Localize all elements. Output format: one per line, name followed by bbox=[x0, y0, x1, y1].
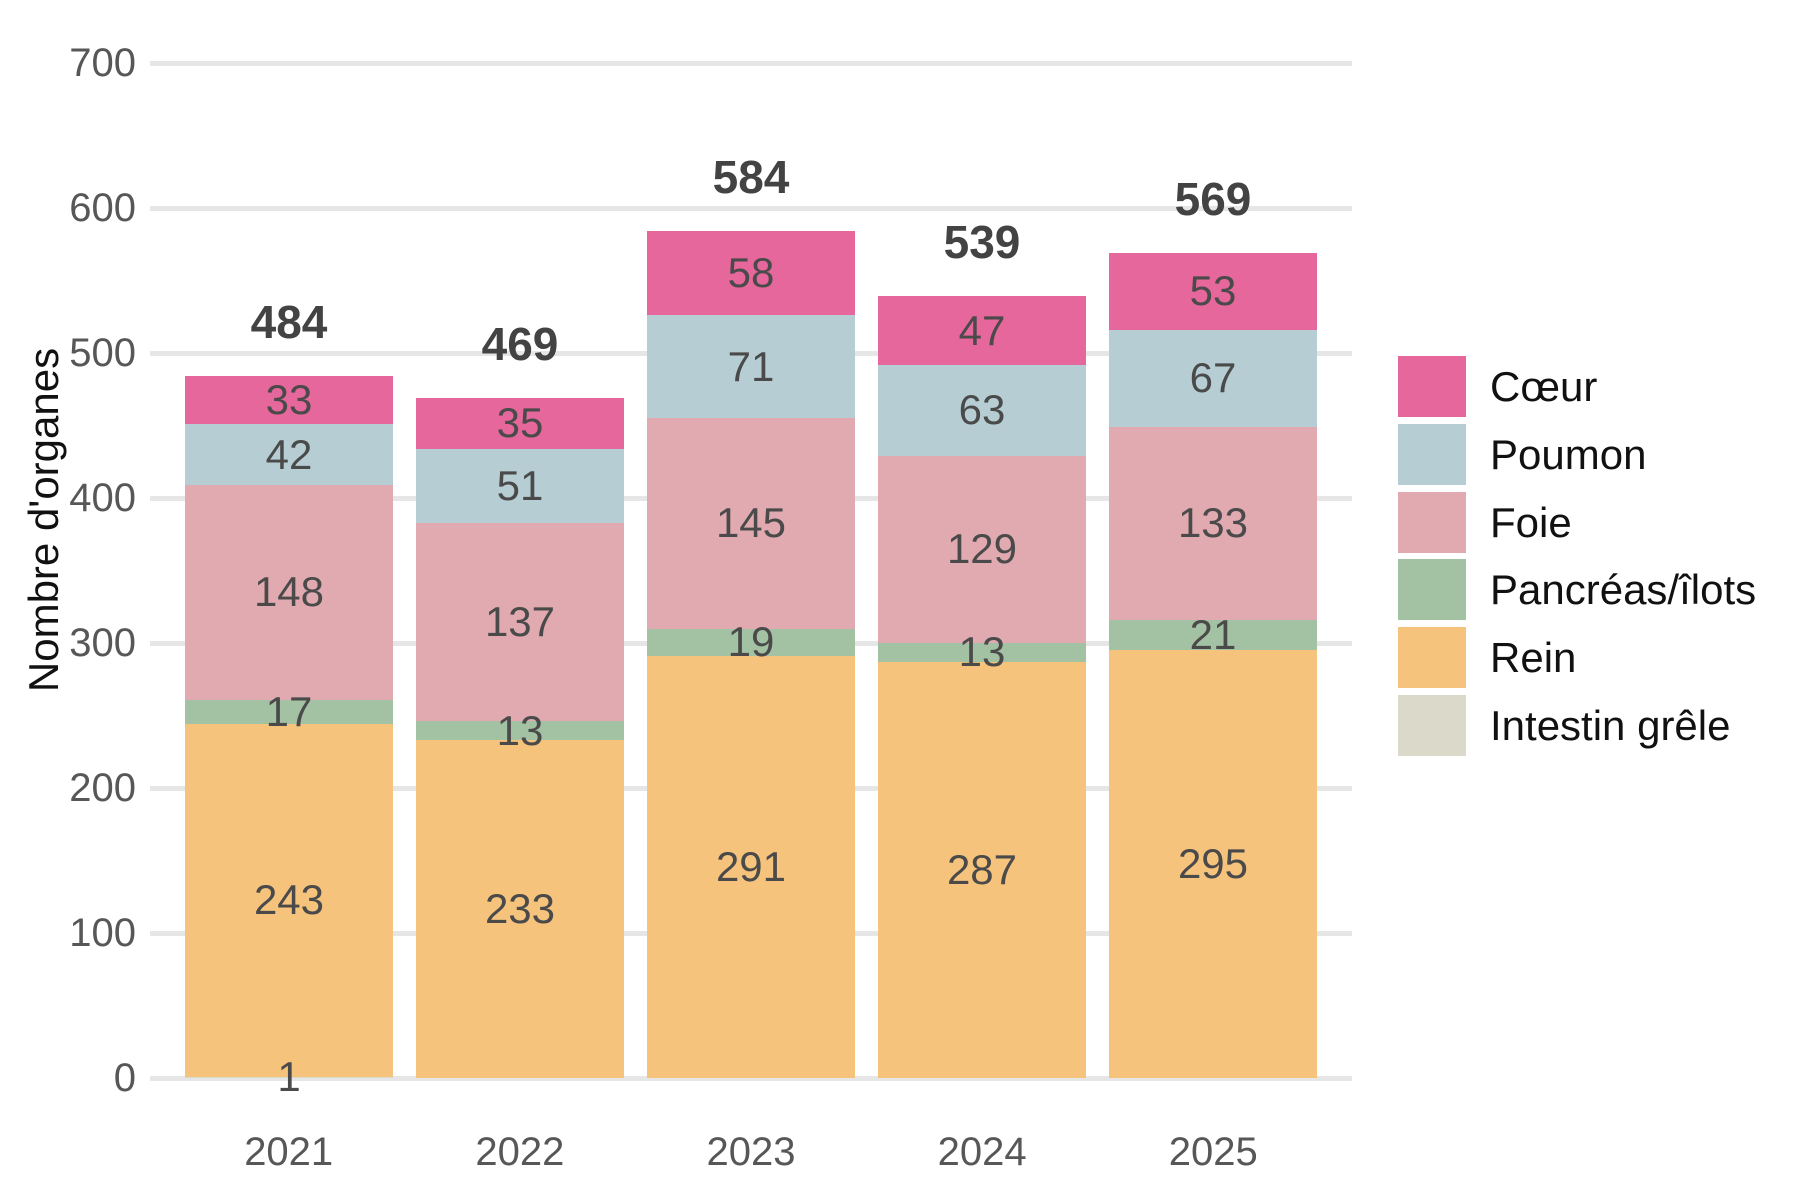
legend-label: Pancréas/îlots bbox=[1490, 565, 1757, 613]
segment-value-label: 295 bbox=[1177, 840, 1249, 888]
segment-value-label: 17 bbox=[265, 687, 313, 735]
segment-value-label: 129 bbox=[946, 525, 1018, 573]
x-tick-label: 2023 bbox=[706, 1130, 796, 1174]
bar-segment-c-ur bbox=[878, 296, 1086, 365]
bar-segment-poumon bbox=[416, 448, 624, 523]
y-tick-label: 300 bbox=[69, 621, 136, 665]
legend-swatch-poumon bbox=[1398, 424, 1466, 485]
segment-value-label: 63 bbox=[958, 386, 1006, 434]
bar-segment-pancr-as-lots bbox=[647, 628, 855, 657]
bar-segment-rein bbox=[647, 656, 855, 1078]
bar-segment-foie bbox=[416, 522, 624, 722]
x-tick-label: 2022 bbox=[475, 1130, 565, 1174]
gridline bbox=[150, 60, 1352, 66]
bar-segment-c-ur bbox=[647, 231, 855, 316]
segment-value-label: 42 bbox=[265, 430, 313, 478]
segment-value-label: 13 bbox=[958, 628, 1006, 676]
y-tick-label: 200 bbox=[69, 766, 136, 810]
legend-label: Intestin grêle bbox=[1490, 701, 1731, 749]
segment-value-label: 58 bbox=[727, 249, 775, 297]
bar-segment-rein bbox=[878, 661, 1086, 1078]
segment-value-label: 137 bbox=[484, 597, 556, 645]
legend-label: Foie bbox=[1490, 498, 1572, 546]
bar-segment-rein bbox=[185, 724, 393, 1077]
bar-segment-poumon bbox=[647, 315, 855, 419]
legend-swatch-rein bbox=[1398, 627, 1466, 688]
y-tick-label: 400 bbox=[69, 476, 136, 520]
segment-value-label: 71 bbox=[727, 342, 775, 390]
bar-segment-foie bbox=[185, 484, 393, 700]
x-tick-label: 2025 bbox=[1168, 1130, 1258, 1174]
bar-segment-pancr-as-lots bbox=[416, 721, 624, 741]
segment-value-label: 287 bbox=[946, 845, 1018, 893]
legend-swatch-foie bbox=[1398, 492, 1466, 553]
bar-segment-rein bbox=[416, 740, 624, 1078]
bar-segment-rein bbox=[1109, 650, 1317, 1078]
gridline bbox=[150, 1075, 1352, 1081]
segment-value-label: 33 bbox=[265, 376, 313, 424]
bar-segment-pancr-as-lots bbox=[185, 699, 393, 725]
bar-total-label: 569 bbox=[1174, 172, 1252, 225]
segment-value-label: 21 bbox=[1189, 611, 1237, 659]
segment-value-label: 19 bbox=[727, 618, 775, 666]
segment-value-label: 67 bbox=[1189, 354, 1237, 402]
legend-label: Poumon bbox=[1490, 430, 1647, 478]
bar-segment-pancr-as-lots bbox=[878, 643, 1086, 662]
bar-total-label: 469 bbox=[481, 317, 559, 370]
bar-segment-foie bbox=[647, 418, 855, 629]
segment-value-label: 291 bbox=[715, 843, 787, 891]
bar-segment-c-ur bbox=[185, 376, 393, 425]
y-tick-label: 0 bbox=[113, 1056, 136, 1100]
x-tick-label: 2024 bbox=[937, 1130, 1027, 1174]
segment-value-label: 233 bbox=[484, 885, 556, 933]
bar-segment-c-ur bbox=[1109, 252, 1317, 330]
bar-segment-pancr-as-lots bbox=[1109, 619, 1317, 651]
segment-value-label: 145 bbox=[715, 499, 787, 547]
bar-total-label: 539 bbox=[943, 216, 1021, 269]
bar-segment-intestin-gr-le bbox=[185, 1076, 393, 1078]
legend-label: Cœur bbox=[1490, 362, 1598, 410]
segment-value-label: 51 bbox=[496, 461, 544, 509]
bar-total-label: 484 bbox=[250, 296, 328, 349]
segment-value-label: 47 bbox=[958, 306, 1006, 354]
y-tick-label: 700 bbox=[69, 41, 136, 85]
segment-value-label: 243 bbox=[253, 876, 325, 924]
segment-value-label: 53 bbox=[1189, 267, 1237, 315]
segment-value-label: 133 bbox=[1177, 499, 1249, 547]
bar-segment-poumon bbox=[1109, 329, 1317, 427]
segment-value-label: 148 bbox=[253, 568, 325, 616]
legend-swatch-c-ur bbox=[1398, 356, 1466, 417]
segment-value-label: 13 bbox=[496, 706, 544, 754]
segment-value-label: 1 bbox=[277, 1053, 301, 1101]
y-tick-label: 100 bbox=[69, 911, 136, 955]
legend-swatch-intestin-gr-le bbox=[1398, 695, 1466, 756]
bar-total-label: 584 bbox=[712, 151, 790, 204]
bar-segment-c-ur bbox=[416, 397, 624, 449]
bar-segment-poumon bbox=[185, 424, 393, 485]
gridline bbox=[150, 205, 1352, 211]
x-tick-label: 2021 bbox=[244, 1130, 334, 1174]
bar-segment-foie bbox=[1109, 426, 1317, 620]
y-tick-label: 500 bbox=[69, 331, 136, 375]
segment-value-label: 35 bbox=[496, 399, 544, 447]
legend-label: Rein bbox=[1490, 633, 1577, 681]
bar-segment-poumon bbox=[878, 364, 1086, 456]
y-tick-label: 600 bbox=[69, 186, 136, 230]
legend-swatch-pancr-as-lots bbox=[1398, 559, 1466, 620]
bar-segment-foie bbox=[878, 455, 1086, 643]
